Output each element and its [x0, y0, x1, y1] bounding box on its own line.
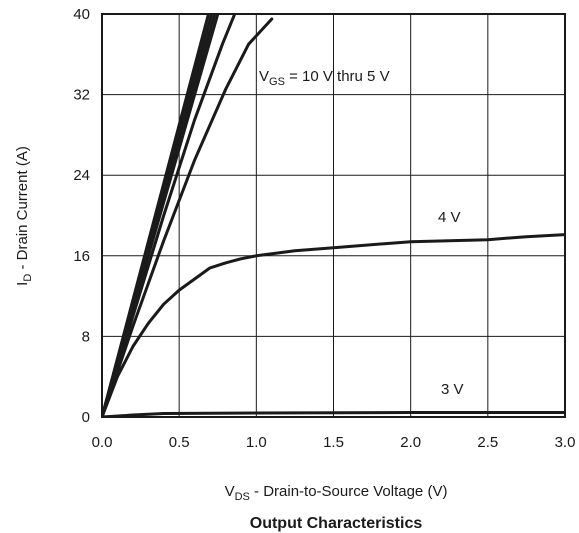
- series-line-5: [102, 17, 274, 417]
- y-tick-labels: 0 8 16 24 32 40: [73, 6, 90, 426]
- y-tick-label: 24: [73, 167, 90, 184]
- y-tick-label: 8: [82, 328, 90, 345]
- x-tick-label: 0.0: [92, 434, 113, 451]
- x-tick-labels: 0.0 0.5 1.0 1.5 2.0 2.5 3.0: [92, 434, 576, 451]
- y-tick-label: 32: [73, 87, 90, 104]
- x-tick-label: 2.5: [477, 434, 498, 451]
- series-line-7: [102, 411, 565, 417]
- annotation-vgs-range: VGS = 10 V thru 5 V: [259, 68, 390, 88]
- y-tick-label: 16: [73, 248, 90, 265]
- x-tick-label: 1.5: [323, 434, 344, 451]
- y-tick-label: 40: [73, 6, 90, 23]
- y-tick-label: 0: [82, 409, 90, 426]
- x-tick-label: 3.0: [555, 434, 576, 451]
- x-tick-label: 1.0: [246, 434, 267, 451]
- x-tick-label: 2.0: [400, 434, 421, 451]
- series-line-4: [102, 14, 237, 417]
- x-axis-label: VDS - Drain-to-Source Voltage (V): [225, 483, 448, 503]
- annotation-3v: 3 V: [441, 381, 464, 398]
- annotation-4v: 4 V: [438, 209, 461, 226]
- x-tick-label: 0.5: [169, 434, 190, 451]
- chart-title: Output Characteristics: [250, 515, 423, 532]
- series-group: [102, 14, 565, 417]
- plot-frame: [101, 13, 566, 418]
- y-axis-label: ID - Drain Current (A): [14, 146, 34, 286]
- series-line-6: [102, 233, 565, 417]
